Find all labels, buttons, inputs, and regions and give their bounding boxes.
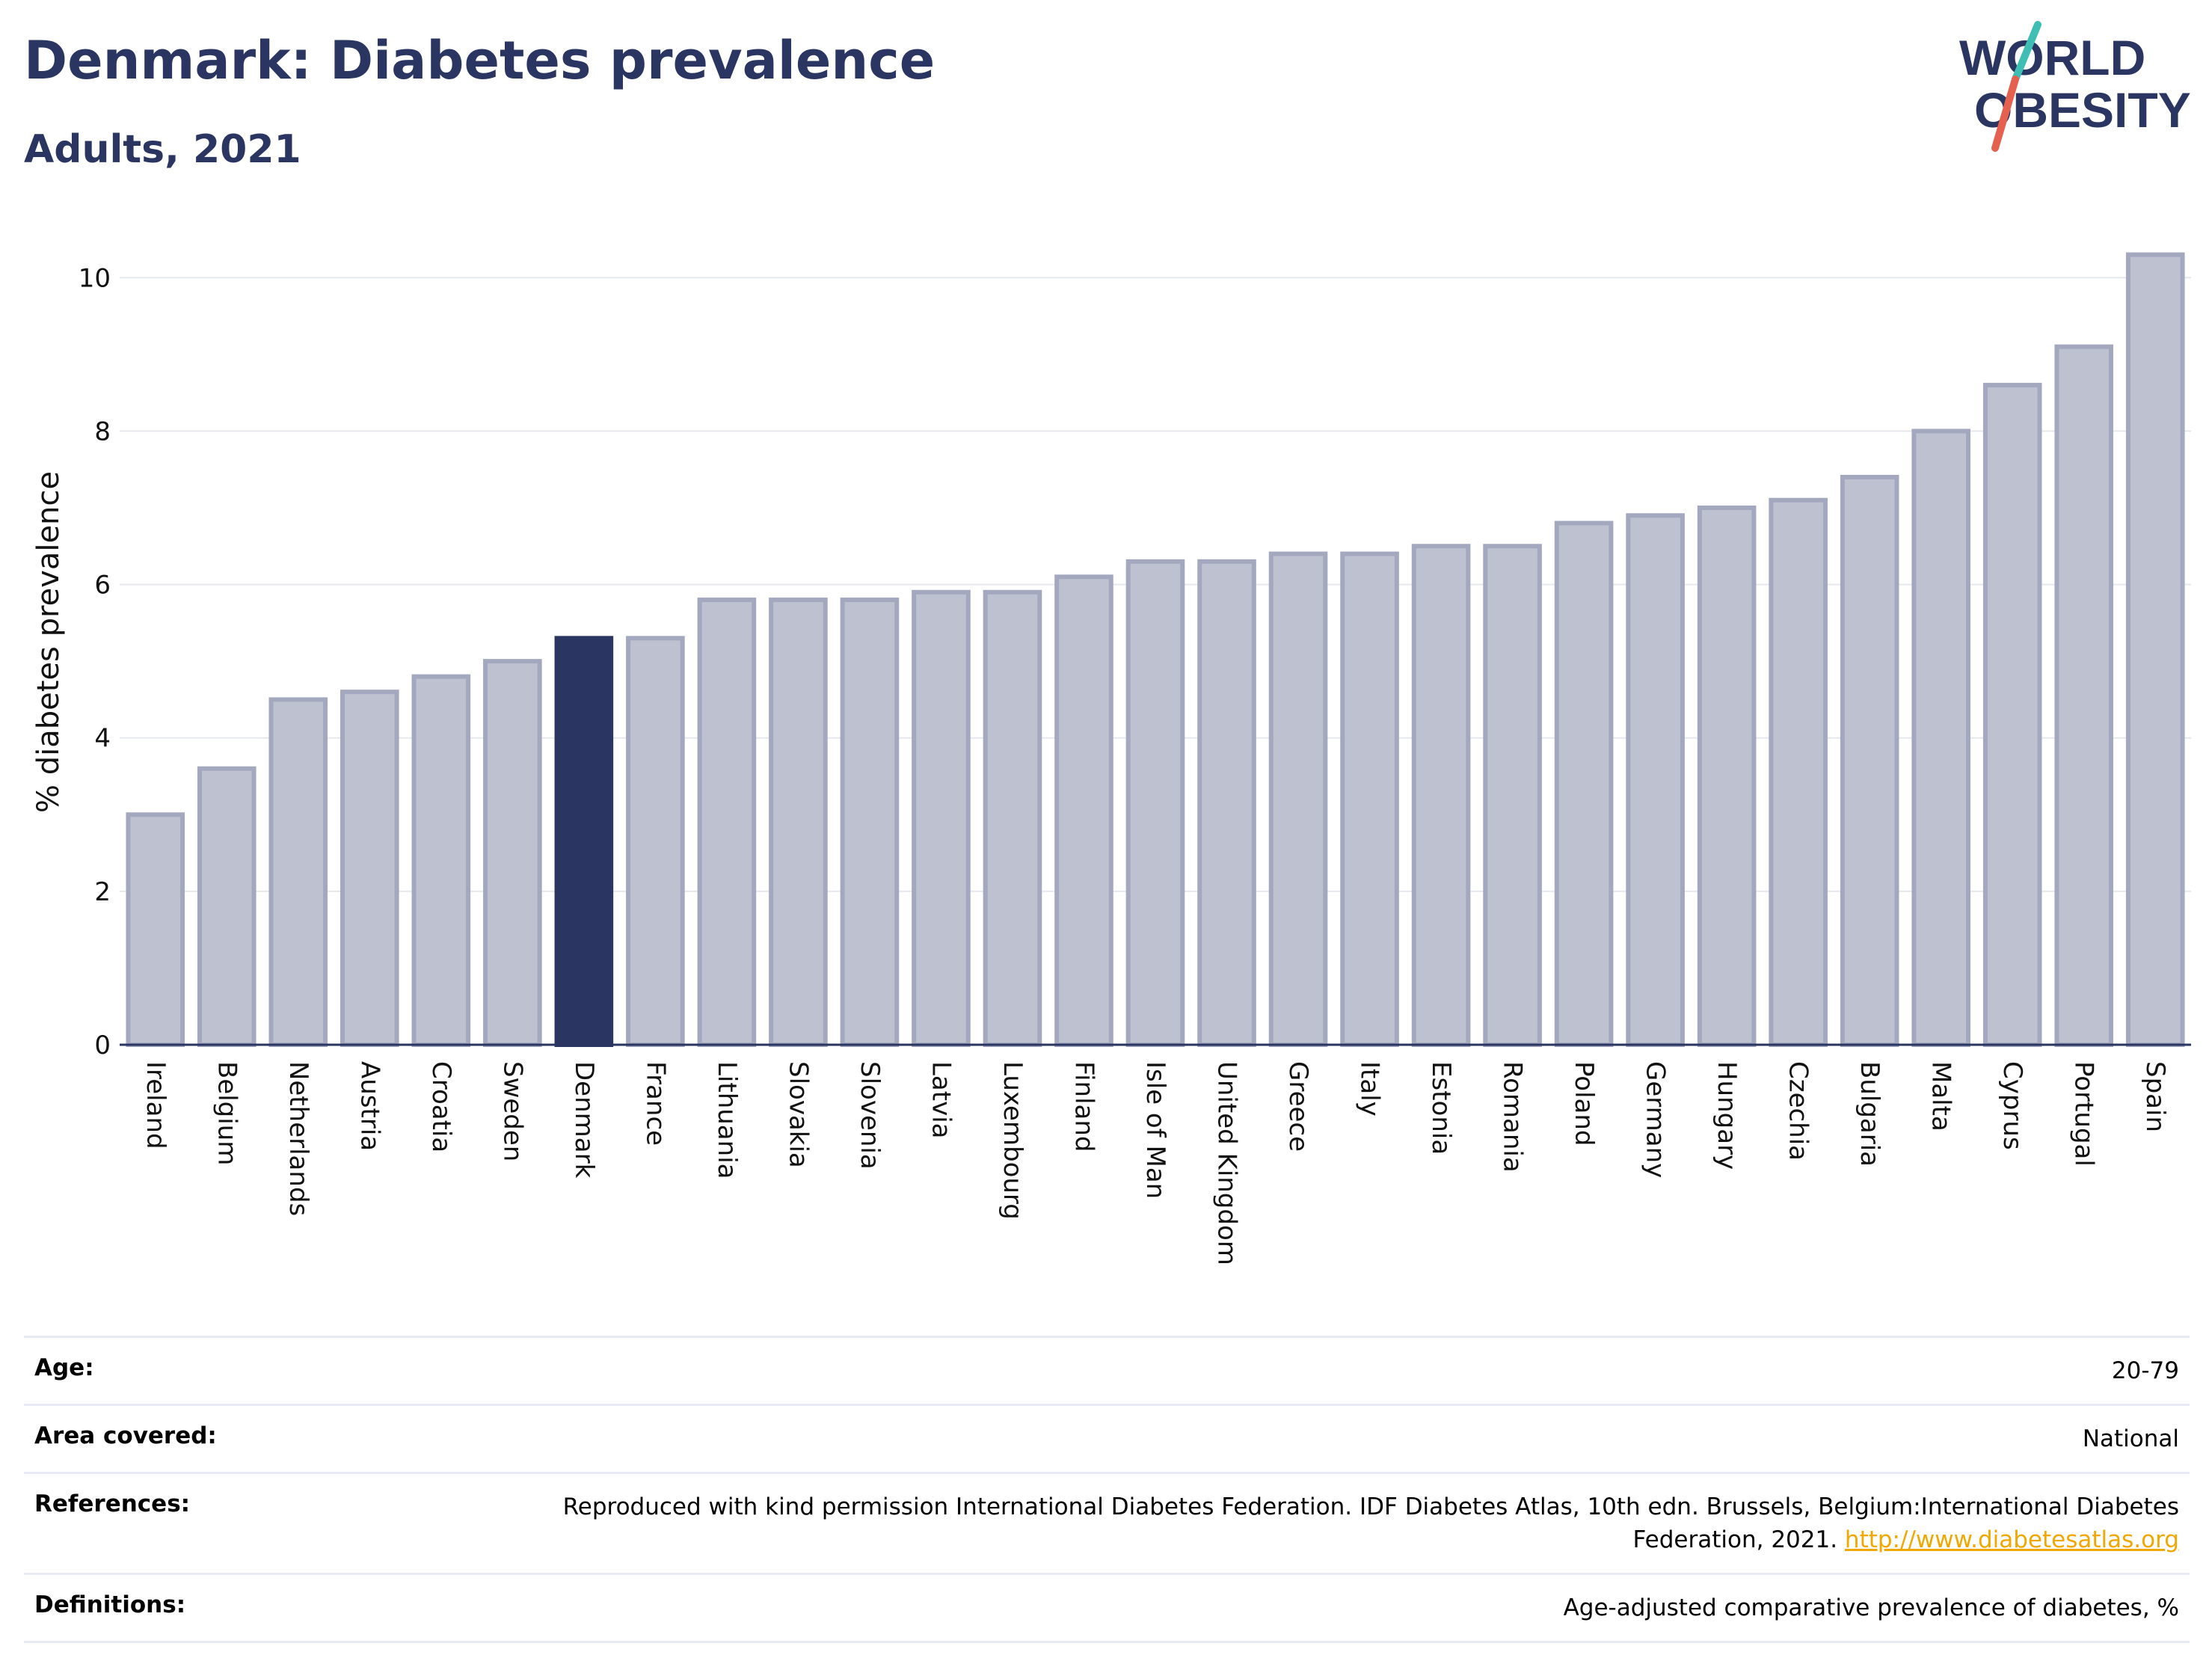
bar [1626,513,1685,1047]
bar [1697,506,1757,1047]
bar [697,598,757,1047]
x-tick-label: Greece [1283,1061,1313,1152]
bar [1197,559,1256,1047]
info-value: 20-79 [2111,1357,2179,1384]
bar [912,589,971,1047]
info-key: Definitions: [34,1591,186,1618]
x-tick-label: Poland [1569,1061,1599,1146]
x-tick-label: Malta [1926,1061,1956,1132]
bar [1554,521,1614,1047]
bar [983,589,1042,1047]
info-value: Reproduced with kind permission Internat… [534,1490,2179,1556]
x-tick-label: Romania [1498,1061,1528,1173]
chart-title: Denmark: Diabetes prevalence [24,30,936,91]
x-tick-label: Cyprus [1997,1061,2027,1150]
x-tick-label: Belgium [212,1061,242,1165]
logo-slash-coral [1991,76,2019,152]
bar [2054,344,2114,1048]
x-tick-label: United Kingdom [1212,1061,1242,1265]
bar [1840,474,1899,1047]
x-tick-label: Sweden [497,1061,527,1161]
x-tick-label: Luxembourg [998,1061,1027,1220]
bar [1268,551,1328,1047]
bar [2125,252,2185,1047]
x-tick-label: Slovakia [783,1061,813,1168]
info-row-references: References: Reproduced with kind permiss… [24,1472,2190,1573]
x-tick-label: France [640,1061,670,1146]
labels: 0 2 4 6 8 10 Ireland Belgium Netherlands Austria C… [31,263,2170,1265]
bars [126,252,2185,1048]
info-key: Area covered: [34,1422,217,1449]
y-tick-label: 6 [94,571,111,601]
bar [769,598,828,1047]
x-tick-label: Germany [1641,1061,1671,1178]
y-tick-label: 4 [94,724,111,754]
info-key: References: [34,1490,191,1517]
world-obesity-logo: WORLD OBESITY [1959,21,2191,152]
x-tick-label: Czechia [1784,1061,1813,1161]
bar [197,766,256,1047]
x-tick-label: Ireland [141,1061,170,1149]
bar [1483,544,1542,1047]
bar [340,690,399,1048]
x-tick-label: Spain [2140,1061,2170,1132]
bar [1125,559,1185,1047]
bar-chart: 0 2 4 6 8 10 Ireland Belgium Netherlands Austria C… [31,252,2191,1265]
x-tick-label: Denmark [569,1061,599,1179]
info-value: Age-adjusted comparative prevalence of d… [1563,1594,2179,1621]
info-key: Age: [34,1354,94,1381]
bar [1769,497,1828,1047]
reference-link[interactable]: http://www.diabetesatlas.org [1844,1526,2179,1553]
bar [1411,544,1471,1047]
x-tick-label: Isle of Man [1140,1061,1170,1199]
info-row-definitions: Definitions: Age-adjusted comparative pr… [24,1573,2190,1643]
info-row-age: Age: 20-79 [24,1336,2190,1404]
y-tick-label: 8 [94,417,111,446]
bar [1340,551,1399,1047]
info-value: National [2082,1425,2179,1452]
bar [840,598,900,1047]
logo-line-1: WORLD [1959,30,2145,85]
x-tick-label: Latvia [926,1061,956,1139]
chart-subtitle: Adults, 2021 [24,127,301,172]
x-tick-label: Croatia [426,1061,456,1152]
x-tick-label: Lithuania [712,1061,742,1179]
y-tick-label: 2 [94,877,111,907]
bar [126,812,185,1048]
bar [626,636,685,1047]
info-row-area: Area covered: National [24,1404,2190,1472]
x-tick-label: Finland [1069,1061,1099,1152]
bar-highlight [554,636,614,1047]
info-table: Age: 20-79 Area covered: National Refere… [24,1336,2190,1643]
reference-text: Reproduced with kind permission Internat… [562,1493,2179,1553]
bar [411,674,471,1048]
x-tick-label: Italy [1355,1061,1385,1117]
x-tick-label: Slovenia [855,1061,885,1170]
x-tick-label: Hungary [1712,1061,1742,1170]
x-tick-label: Netherlands [283,1061,313,1216]
x-tick-label: Portugal [2069,1061,2099,1167]
bar [1054,574,1113,1047]
y-tick-label: 0 [94,1031,111,1060]
y-axis-title: % diabetes prevalence [31,471,66,813]
x-tick-label: Austria [354,1061,384,1151]
bar [268,697,328,1048]
logo-slash-teal [2012,21,2042,83]
bar [483,659,542,1047]
x-tick-label: Estonia [1426,1061,1456,1155]
x-tick-label: Bulgaria [1855,1061,1884,1167]
bar [1982,382,2042,1047]
bar [1911,429,1970,1047]
y-tick-label: 10 [79,263,111,293]
